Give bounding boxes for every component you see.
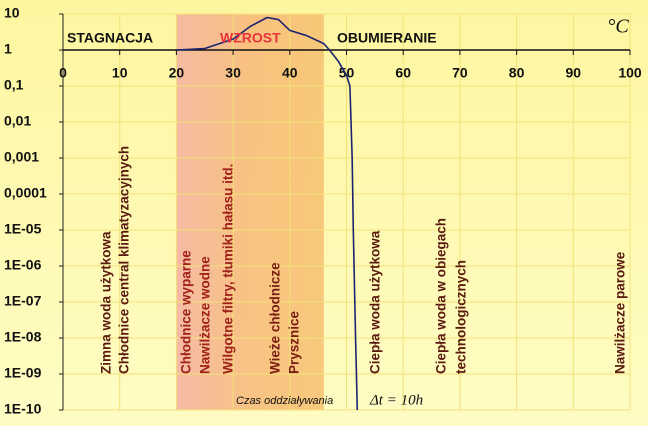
x-tick-label: 40 bbox=[282, 65, 298, 81]
category-label: Nawilżacze wodne bbox=[198, 256, 213, 374]
x-tick-label: 10 bbox=[112, 65, 128, 81]
zone-label: STAGNACJA bbox=[67, 30, 153, 46]
x-tick-label: 30 bbox=[225, 65, 241, 81]
y-tick-label: 0,1 bbox=[4, 77, 24, 93]
y-tick-label: 1E-06 bbox=[4, 257, 42, 273]
x-tick-label: 0 bbox=[59, 65, 67, 81]
highlight-band bbox=[176, 14, 324, 410]
category-label: Prysznice bbox=[287, 310, 302, 374]
time-label: Czas oddziaływania bbox=[236, 395, 333, 407]
y-tick-label: 1 bbox=[4, 41, 12, 57]
zone-label: WZROST bbox=[220, 30, 281, 46]
category-label: Ciepła woda użytkowa bbox=[368, 230, 383, 374]
curve bbox=[176, 16, 359, 411]
time-value: Δt = 10h bbox=[369, 392, 423, 408]
category-label: Chłodnice central klimatyzacyjnych bbox=[117, 146, 132, 374]
category-label: Zimna woda użytkowa bbox=[99, 231, 114, 374]
category-label: Wilgotne filtry, tłumiki hałasu itd. bbox=[221, 164, 236, 374]
unit-label: °C bbox=[607, 16, 629, 38]
category-label: Chłodnice wyparne bbox=[179, 250, 194, 374]
y-tick-label: 1E-09 bbox=[4, 365, 42, 381]
x-tick-label: 90 bbox=[566, 65, 582, 81]
x-tick-label: 100 bbox=[618, 65, 642, 81]
x-tick-label: 80 bbox=[509, 65, 525, 81]
y-tick-label: 0,001 bbox=[4, 149, 39, 165]
y-tick-label: 10 bbox=[4, 5, 20, 21]
x-tick-label: 70 bbox=[452, 65, 468, 81]
y-tick-label: 0,01 bbox=[4, 113, 31, 129]
x-tick-label: 20 bbox=[169, 65, 185, 81]
category-label: Nawilżacze parowe bbox=[613, 251, 628, 374]
category-label: Wieże chłodnicze bbox=[268, 262, 283, 374]
y-tick-label: 1E-07 bbox=[4, 293, 42, 309]
y-tick-label: 1E-05 bbox=[4, 221, 42, 237]
y-tick-label: 0,0001 bbox=[4, 185, 47, 201]
zone-label: OBUMIERANIE bbox=[337, 30, 437, 46]
category-label: technologicznych bbox=[454, 260, 469, 374]
y-tick-label: 1E-08 bbox=[4, 329, 42, 345]
category-label: Ciepła woda w obiegach bbox=[434, 218, 449, 374]
x-tick-label: 60 bbox=[395, 65, 411, 81]
y-tick-label: 1E-10 bbox=[4, 401, 42, 417]
